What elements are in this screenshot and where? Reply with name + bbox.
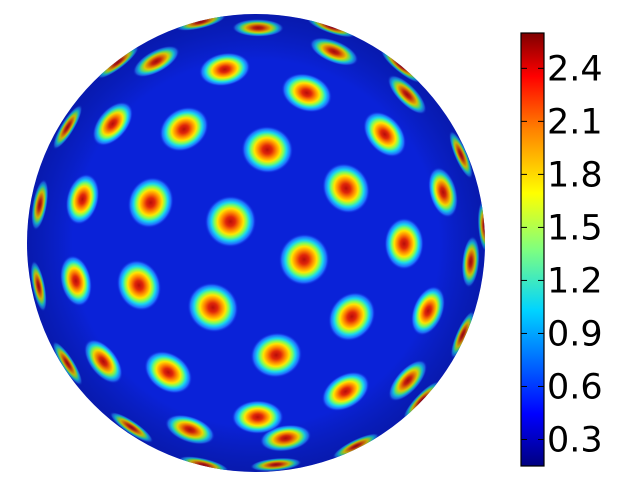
colorbar-tick-label: 1.2 xyxy=(547,261,603,301)
colorbar-gradient xyxy=(520,32,545,467)
colorbar: 0.3 0.6 0.9 1.2 1.5 1.8 2.1 2.4 xyxy=(520,32,603,467)
colorbar-tick-label: 1.5 xyxy=(547,208,603,248)
colorbar-tick-label: 0.9 xyxy=(547,314,603,354)
colorbar-tick-label: 2.4 xyxy=(547,49,603,89)
sphere-shading xyxy=(27,14,485,472)
colorbar-tick-label: 0.3 xyxy=(547,420,603,460)
colorbar-tick-label: 1.8 xyxy=(547,155,603,195)
colorbar-tick-label: 2.1 xyxy=(547,102,603,142)
colorbar-ticks: 0.3 0.6 0.9 1.2 1.5 1.8 2.1 2.4 xyxy=(521,49,603,460)
colorbar-tick-label: 0.6 xyxy=(547,367,603,407)
pattern-sphere xyxy=(27,14,485,472)
